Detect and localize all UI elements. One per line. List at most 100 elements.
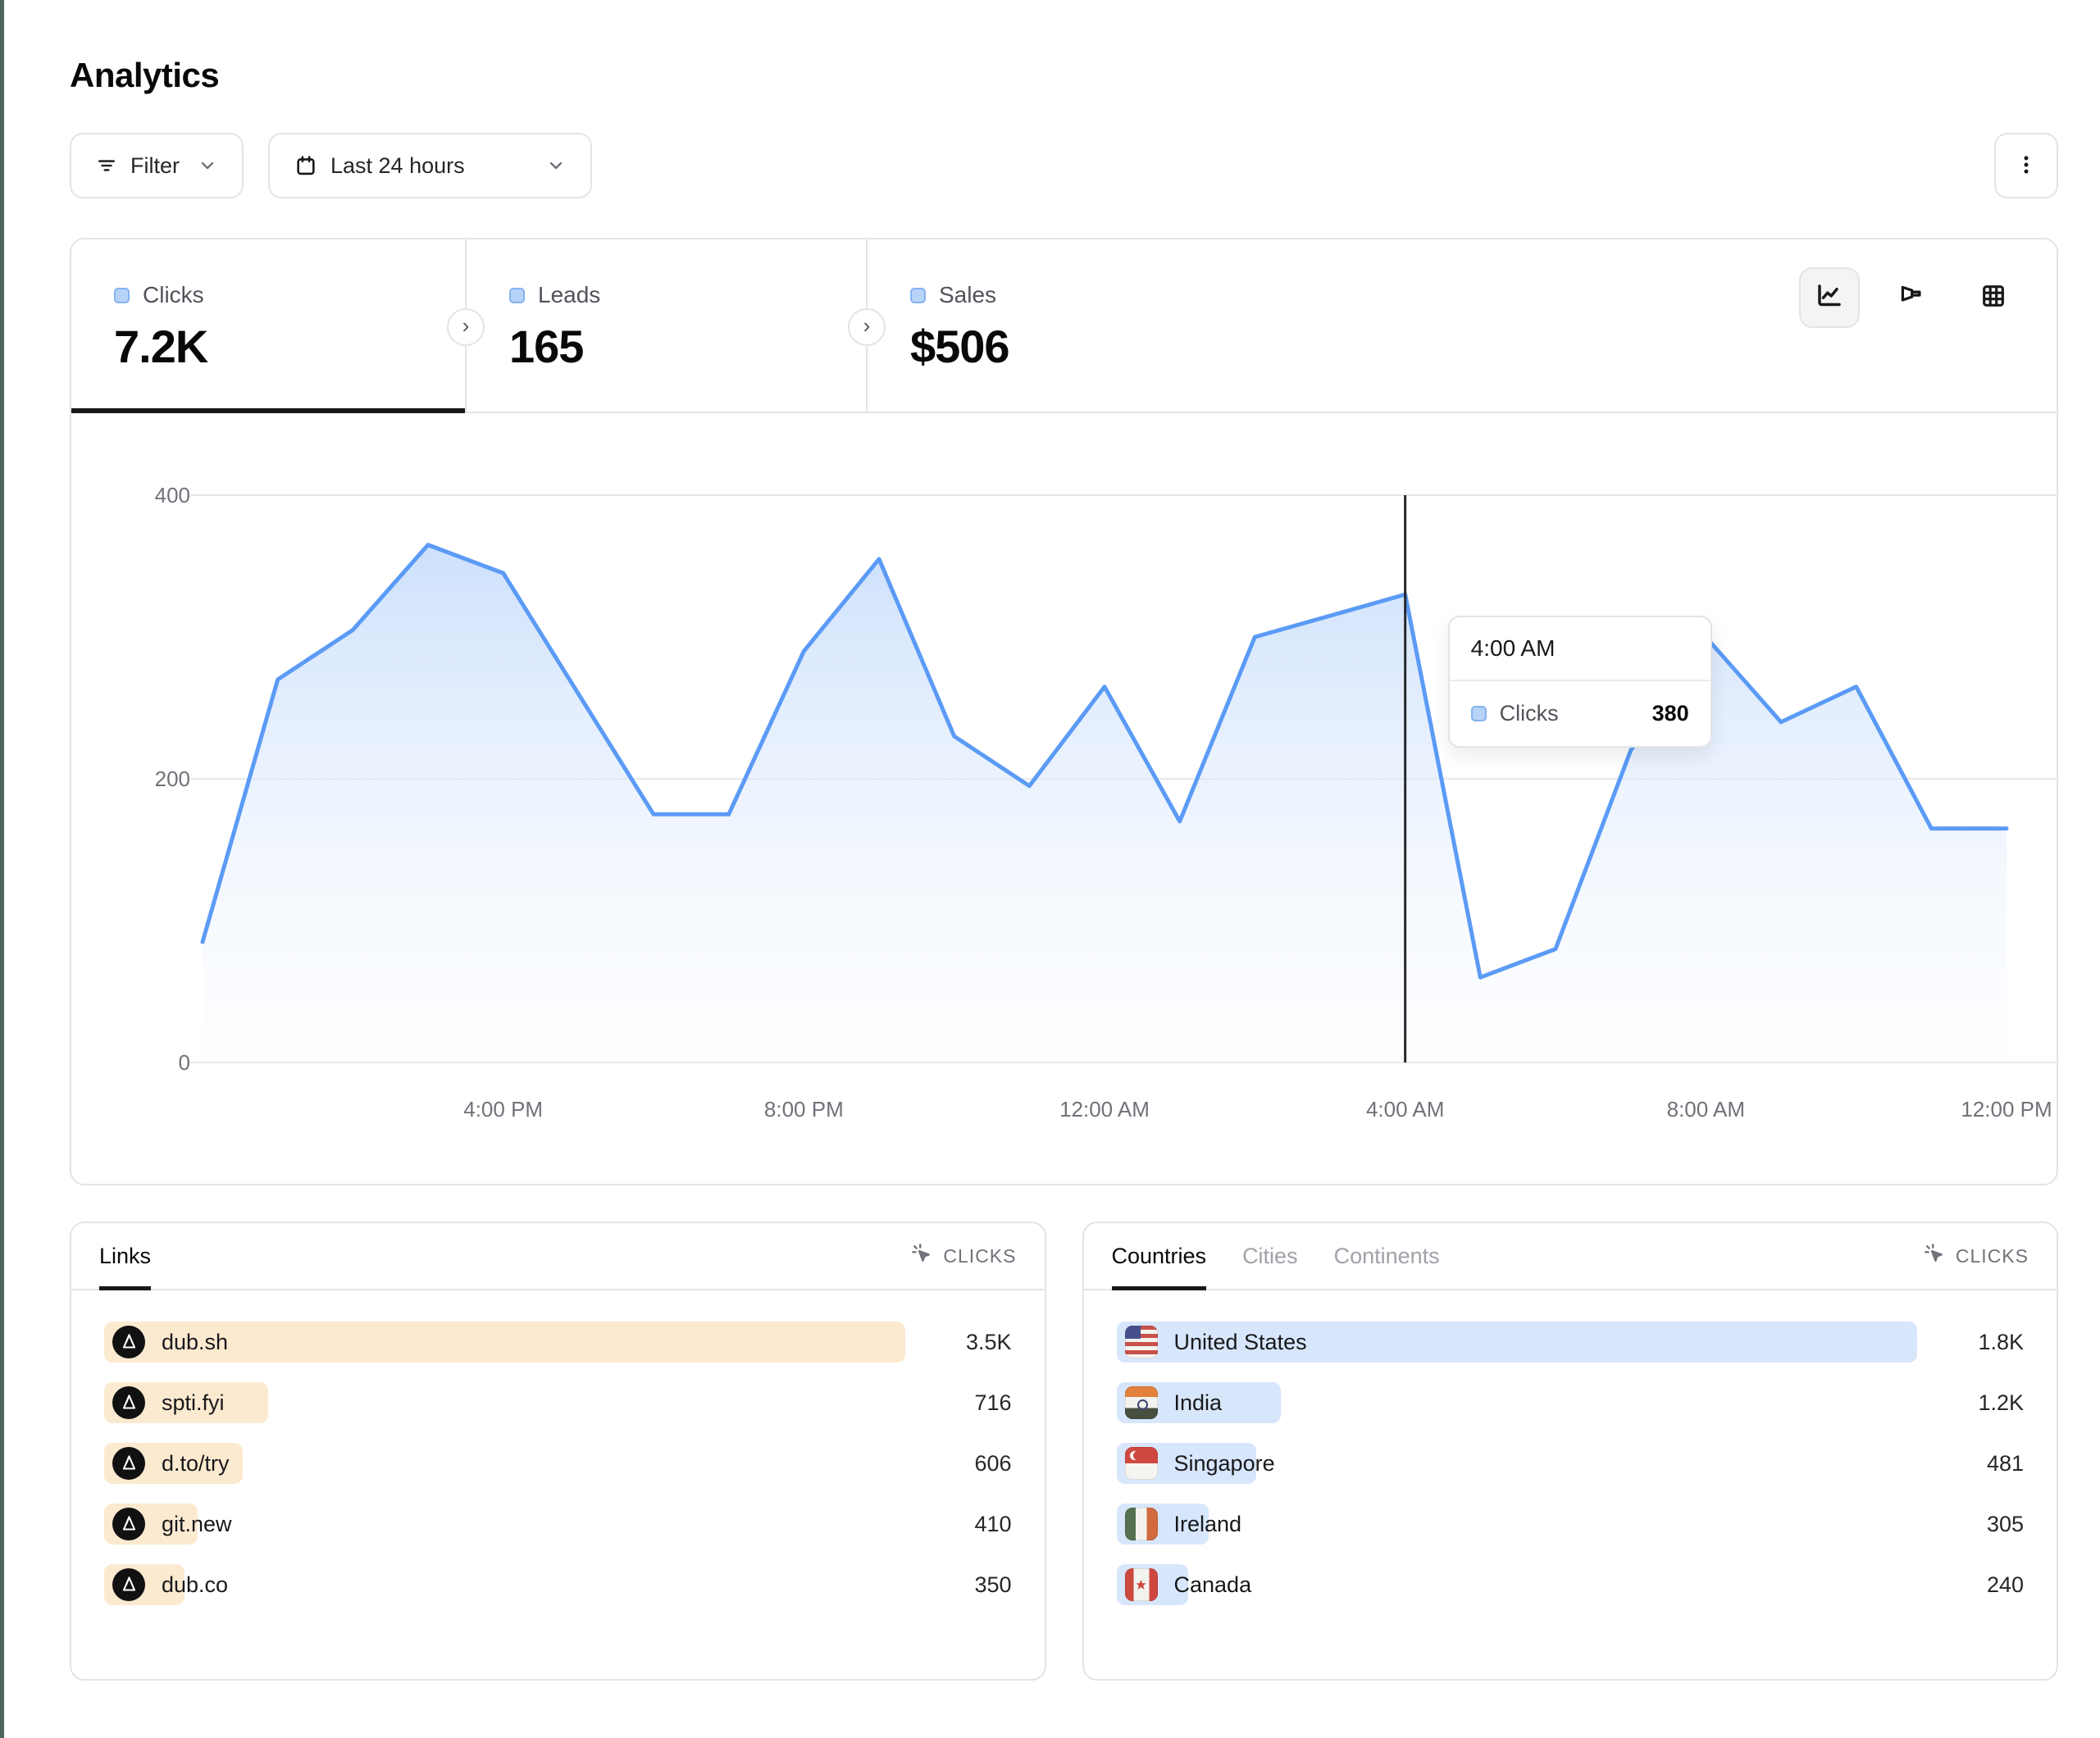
bar-track: Ireland xyxy=(1116,1504,1918,1545)
chevron-right-icon[interactable]: › xyxy=(848,308,886,346)
bar-track: Singapore xyxy=(1116,1443,1918,1484)
geo-metric-header[interactable]: CLICKS xyxy=(1923,1242,2029,1270)
clicks-value: 7.2K xyxy=(114,321,208,372)
table-view-toggle[interactable] xyxy=(1963,267,2024,328)
link-row[interactable]: d.to/try 606 xyxy=(104,1443,1012,1484)
country-row[interactable]: United States 1.8K xyxy=(1116,1322,2024,1363)
tab-sales[interactable]: Sales $506 xyxy=(868,239,2057,412)
metric-tabs: Clicks 7.2K › Leads 165 › Sales $506 xyxy=(71,239,2057,413)
row-value: 606 xyxy=(974,1450,1012,1476)
link-row[interactable]: dub.sh 3.5K xyxy=(104,1322,1012,1363)
svg-text:8:00 PM: 8:00 PM xyxy=(764,1097,844,1122)
bar-track: d.to/try xyxy=(104,1443,905,1484)
tooltip-value: 380 xyxy=(1651,701,1689,726)
links-metric-header[interactable]: CLICKS xyxy=(910,1242,1016,1270)
funnel-icon xyxy=(1897,282,1925,314)
tab-continents[interactable]: Continents xyxy=(1333,1243,1440,1268)
row-value: 240 xyxy=(1986,1572,2024,1597)
bar-track: dub.sh xyxy=(104,1322,905,1363)
row-label: git.new xyxy=(162,1511,232,1536)
row-value: 3.5K xyxy=(965,1329,1012,1354)
chevron-right-icon[interactable]: › xyxy=(447,308,485,346)
line-chart-icon xyxy=(1815,281,1844,315)
in-flag-icon xyxy=(1124,1386,1158,1419)
bar-track: dub.co xyxy=(104,1564,905,1605)
kebab-menu-icon xyxy=(2014,152,2039,180)
tab-leads[interactable]: Leads 165 xyxy=(467,239,866,412)
page-title: Analytics xyxy=(70,56,220,94)
chart-tooltip: 4:00 AM Clicks 380 xyxy=(1447,616,1712,748)
row-label: d.to/try xyxy=(162,1450,230,1476)
sales-swatch-icon xyxy=(910,287,926,303)
tab-divider: › xyxy=(848,239,886,412)
cursor-click-icon xyxy=(910,1242,933,1270)
bar-track: United States xyxy=(1116,1322,1917,1363)
clicks-area-chart[interactable]: 0 200 400 4:00 PM 8:00 PM 12:00 AM 4:00 AM 8:00… xyxy=(71,413,2057,1184)
row-value: 1.2K xyxy=(1978,1390,2024,1415)
filter-button[interactable]: Filter xyxy=(70,133,244,198)
cursor-click-icon xyxy=(1923,1242,1946,1270)
country-row[interactable]: Canada 240 xyxy=(1116,1564,2024,1605)
svg-text:0: 0 xyxy=(179,1050,190,1075)
clicks-swatch-icon xyxy=(114,287,130,303)
tab-links[interactable]: Links xyxy=(99,1223,152,1290)
date-range-button[interactable]: Last 24 hours xyxy=(268,133,592,198)
country-row[interactable]: Singapore 481 xyxy=(1116,1443,2024,1484)
sales-label: Sales xyxy=(939,282,997,307)
link-row[interactable]: dub.co 350 xyxy=(104,1564,1012,1605)
ie-flag-icon xyxy=(1124,1508,1158,1540)
tab-cities[interactable]: Cities xyxy=(1242,1243,1298,1268)
dub-logo-icon xyxy=(112,1447,145,1480)
ca-flag-icon xyxy=(1124,1568,1158,1601)
tooltip-series-name: Clicks xyxy=(1499,701,1559,726)
bar-track: India xyxy=(1116,1382,1918,1423)
leads-label: Leads xyxy=(538,282,601,307)
svg-text:4:00 PM: 4:00 PM xyxy=(463,1097,543,1122)
dub-logo-icon xyxy=(112,1568,145,1601)
row-value: 305 xyxy=(1986,1511,2024,1536)
country-row[interactable]: Ireland 305 xyxy=(1116,1504,2024,1545)
calendar-icon xyxy=(294,154,317,177)
row-label: Canada xyxy=(1173,1572,1252,1597)
row-value: 350 xyxy=(974,1572,1012,1597)
chevron-down-icon xyxy=(546,156,566,175)
dub-logo-icon xyxy=(112,1508,145,1540)
row-label: dub.sh xyxy=(162,1329,229,1354)
tooltip-series-swatch-icon xyxy=(1470,706,1487,721)
svg-text:12:00 AM: 12:00 AM xyxy=(1059,1097,1150,1122)
tab-clicks[interactable]: Clicks 7.2K xyxy=(71,239,465,413)
date-range-label: Last 24 hours xyxy=(330,152,465,178)
bar-fill xyxy=(104,1322,905,1363)
svg-text:8:00 AM: 8:00 AM xyxy=(1667,1097,1745,1122)
dub-logo-icon xyxy=(112,1386,145,1419)
row-value: 410 xyxy=(974,1511,1012,1536)
chart-type-switcher xyxy=(1799,267,2024,328)
row-label: Singapore xyxy=(1173,1450,1275,1476)
chart-canvas: 0 200 400 4:00 PM 8:00 PM 12:00 AM 4:00 AM 8:00… xyxy=(155,483,2057,1122)
tab-countries[interactable]: Countries xyxy=(1111,1223,1206,1290)
row-value: 1.8K xyxy=(1978,1329,2024,1354)
tooltip-time: 4:00 AM xyxy=(1449,617,1711,681)
bar-fill xyxy=(1116,1322,1917,1363)
geo-panel: Countries Cities Continents CLICKS Unite… xyxy=(1082,1222,2058,1681)
grid-icon xyxy=(1979,282,2007,314)
more-options-button[interactable] xyxy=(1994,133,2058,198)
leads-value: 165 xyxy=(509,321,584,372)
country-row[interactable]: India 1.2K xyxy=(1116,1382,2024,1423)
svg-text:12:00 PM: 12:00 PM xyxy=(1961,1097,2052,1122)
clicks-label: Clicks xyxy=(143,282,204,307)
svg-text:200: 200 xyxy=(155,767,190,791)
svg-text:400: 400 xyxy=(155,483,190,507)
us-flag-icon xyxy=(1124,1326,1158,1358)
funnel-chart-toggle[interactable] xyxy=(1881,267,1942,328)
links-panel: Links CLICKS dub.sh 3.5K xyxy=(70,1222,1046,1681)
link-row[interactable]: git.new 410 xyxy=(104,1504,1012,1545)
link-row[interactable]: spti.fyi 716 xyxy=(104,1382,1012,1423)
bar-track: git.new xyxy=(104,1504,905,1545)
dub-logo-icon xyxy=(112,1326,145,1358)
line-chart-toggle[interactable] xyxy=(1799,267,1860,328)
row-value: 716 xyxy=(974,1390,1012,1415)
row-label: Ireland xyxy=(1173,1511,1242,1536)
sales-value: $506 xyxy=(910,321,1010,372)
sg-flag-icon xyxy=(1124,1447,1158,1480)
